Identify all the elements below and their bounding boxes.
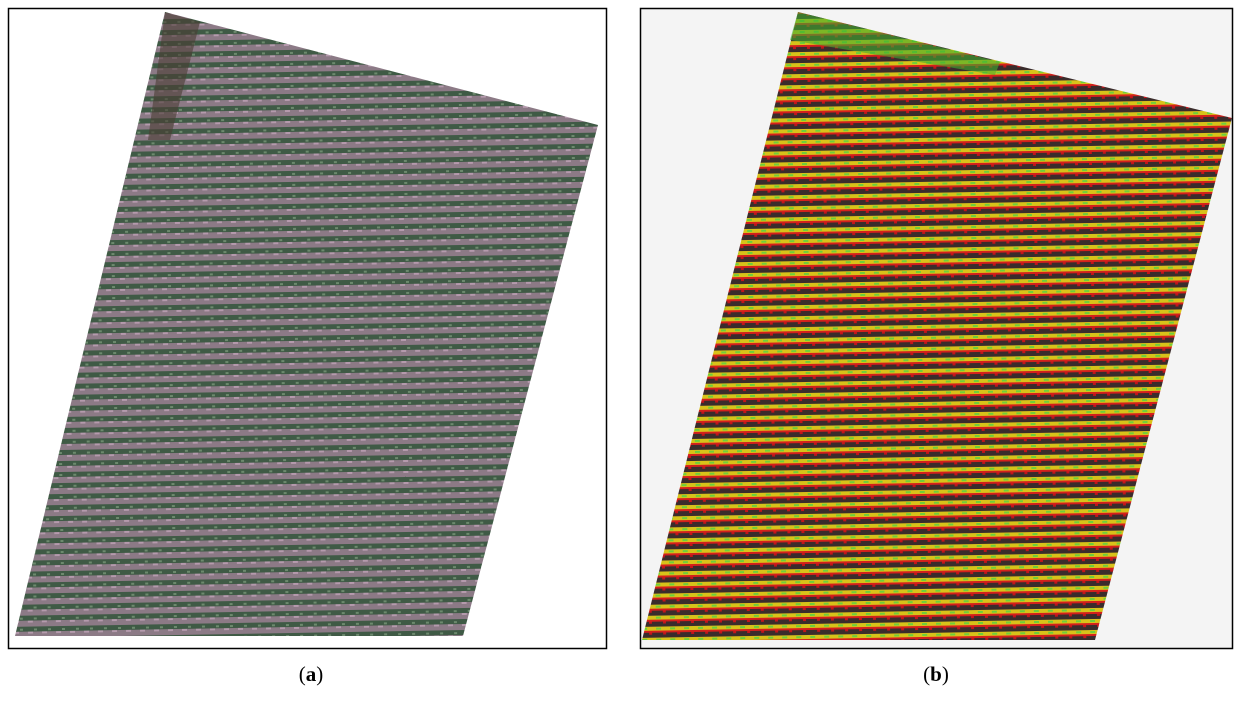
- caption-a: (a): [271, 662, 351, 687]
- caption-letter: a: [306, 662, 317, 686]
- page: (a) (b) (() => { const data = JSON.parse…: [0, 0, 1234, 702]
- caption-b: (b): [896, 662, 976, 687]
- caption-close: ): [316, 662, 323, 686]
- caption-open: (: [299, 662, 306, 686]
- figure: [0, 0, 1234, 702]
- caption-letter: b: [930, 662, 942, 686]
- caption-close: ): [942, 662, 949, 686]
